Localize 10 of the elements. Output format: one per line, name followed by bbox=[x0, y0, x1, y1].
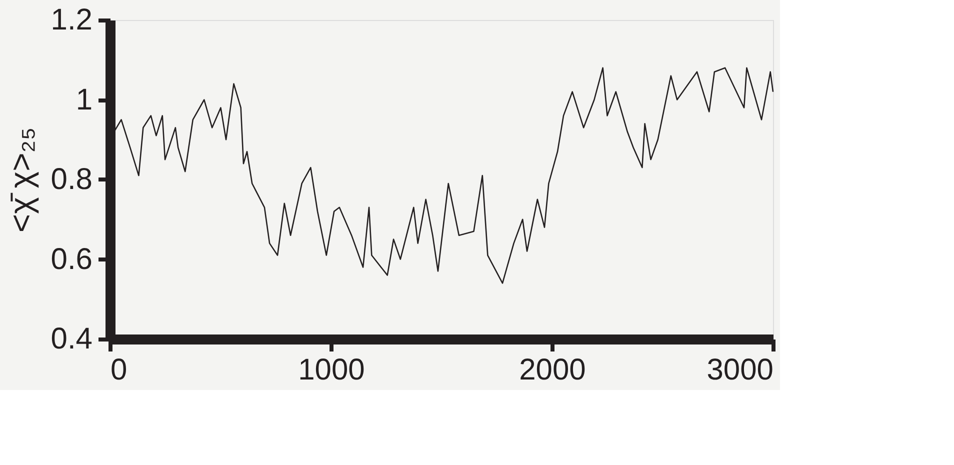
y-axis-title: <χ̄ χ>₂₅ bbox=[2, 127, 39, 233]
y-tick-label: 1 bbox=[76, 83, 92, 116]
x-tick-label: 1000 bbox=[298, 354, 365, 386]
y-tick-label: 0.8 bbox=[50, 163, 92, 196]
y-tick-label: 0.4 bbox=[50, 322, 92, 356]
x-tick-label: 0 bbox=[110, 354, 128, 386]
y-tick-label: 0.6 bbox=[50, 242, 92, 276]
x-tick-label: 2000 bbox=[519, 354, 586, 386]
x-tick-label: 3000 bbox=[706, 354, 774, 386]
y-tick-label: 1.2 bbox=[50, 4, 92, 36]
